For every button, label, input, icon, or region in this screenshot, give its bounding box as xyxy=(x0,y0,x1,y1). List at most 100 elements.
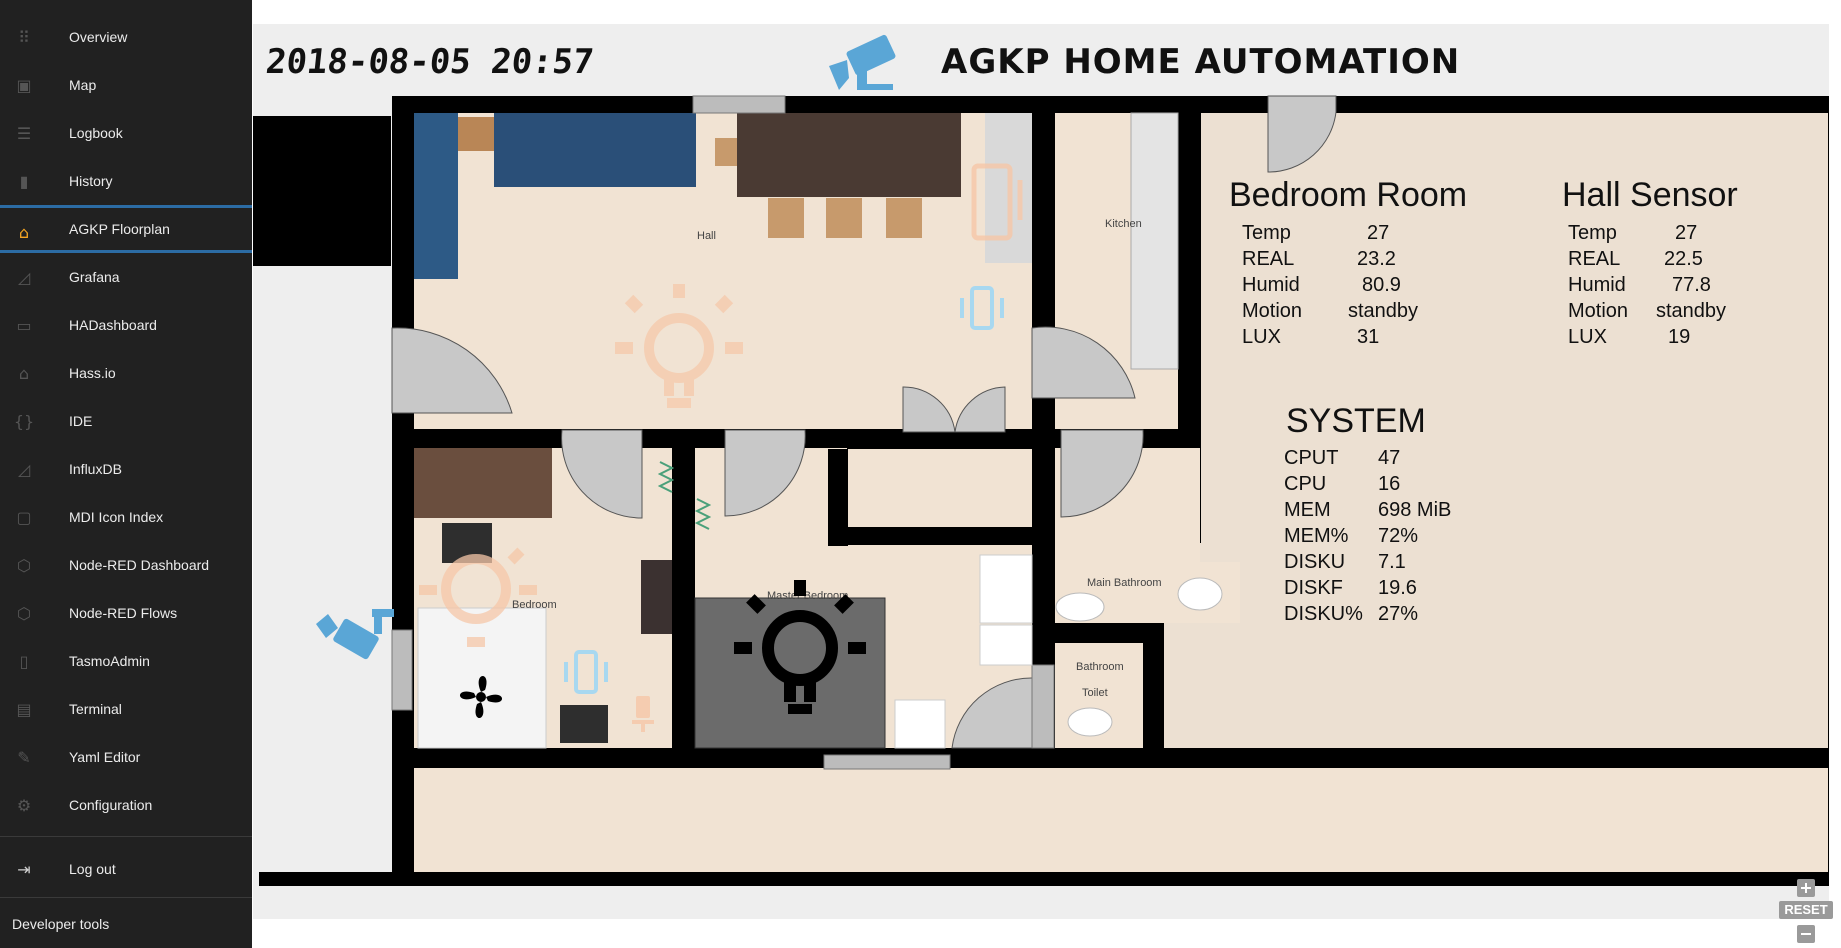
window xyxy=(692,95,786,114)
remote-icon: ▯ xyxy=(19,651,29,671)
hall-panel-row-label: Motion xyxy=(1568,300,1629,322)
sidebar-item-overview[interactable]: ⠿ Overview xyxy=(0,13,252,61)
vector-square-icon: ▢ xyxy=(16,507,32,527)
home-icon: ⌂ xyxy=(18,222,30,242)
system-panel-row-label: MEM xyxy=(1284,499,1331,521)
sidebar-item-mdi-icon-index[interactable]: ▢ MDI Icon Index xyxy=(0,493,252,541)
bedroom-panel-title: Bedroom Room xyxy=(1229,176,1468,214)
sidebar-item-label: Node-RED Flows xyxy=(69,605,178,621)
sidebar-item-grafana[interactable]: ◿ Grafana xyxy=(0,253,252,301)
bedroom-motion-sensor-icon[interactable] xyxy=(560,648,612,696)
dining-table xyxy=(737,113,961,197)
sidebar-item-terminal[interactable]: ▤ Terminal xyxy=(0,685,252,733)
dining-chair xyxy=(886,198,922,238)
door-swing xyxy=(954,386,1006,433)
home-assistant-icon: ⌂ xyxy=(18,363,30,383)
bedroom-panel-row-value: standby xyxy=(1348,300,1419,322)
system-panel-row-value: 27% xyxy=(1378,603,1419,625)
system-panel-row-label: CPUT xyxy=(1284,447,1339,469)
side-table xyxy=(458,117,494,151)
bedroom-panel-row-label: Humid xyxy=(1242,274,1300,296)
nightstand xyxy=(979,624,1033,666)
sidebar-item-hass-io[interactable]: ⌂ Hass.io xyxy=(0,349,252,397)
system-panel-row-value: 7.1 xyxy=(1378,551,1406,573)
hall-panel-row-label: LUX xyxy=(1568,326,1607,348)
developer-tools-link[interactable]: Developer tools xyxy=(12,916,110,932)
reset-zoom-button[interactable]: RESET xyxy=(1779,901,1833,919)
fan-icon[interactable] xyxy=(452,668,510,726)
window xyxy=(391,629,413,711)
sidebar-item-map[interactable]: ▣ Map xyxy=(0,61,252,109)
sidebar-item-yaml-editor[interactable]: ✎ Yaml Editor xyxy=(0,733,252,781)
chart-areaspline-icon: ◿ xyxy=(17,459,31,479)
sidebar-item-history[interactable]: ▮ History xyxy=(0,157,252,205)
dining-chair xyxy=(826,198,862,238)
floorplan-drawing xyxy=(253,24,1829,919)
camera-icon[interactable] xyxy=(314,604,398,674)
sidebar-item-label: Overview xyxy=(69,29,128,45)
sidebar-item-configuration[interactable]: ⚙ Configuration xyxy=(0,781,252,829)
sidebar-item-label: HADashboard xyxy=(69,317,157,333)
room-label-master-bedroom: Master Bedroom xyxy=(767,590,849,602)
sidebar-item-label: History xyxy=(69,173,113,189)
logout-icon: ⇥ xyxy=(17,859,31,879)
bathtub xyxy=(1177,577,1223,611)
sidebar-item-node-red-dashboard[interactable]: ⬡ Node-RED Dashboard xyxy=(0,541,252,589)
door-swing xyxy=(391,327,513,414)
corridor-floor xyxy=(414,768,1828,872)
bedroom-light-icon[interactable] xyxy=(413,545,553,655)
hall-light-icon[interactable] xyxy=(609,278,749,418)
sidebar-item-node-red-flows[interactable]: ⬡ Node-RED Flows xyxy=(0,589,252,637)
room-label-bedroom: Bedroom xyxy=(512,599,557,611)
sidebar-divider xyxy=(0,836,252,837)
sidebar: ⠿ Overview ▣ Map ☰ Logbook ▮ History ⌂ AGKP Floor… xyxy=(0,0,252,948)
sidebar-item-ide[interactable]: {} IDE xyxy=(0,397,252,445)
zoom-in-button[interactable] xyxy=(1797,879,1815,897)
sidebar-item-label: Terminal xyxy=(69,701,122,717)
sidebar-item-label: TasmoAdmin xyxy=(69,653,150,669)
sidebar-item-tasmoadmin[interactable]: ▯ TasmoAdmin xyxy=(0,637,252,685)
nodejs-icon: ⬡ xyxy=(17,603,31,623)
sofa-left xyxy=(414,113,458,279)
lounge-floor-lower xyxy=(1164,543,1828,748)
sidebar-item-label: InfluxDB xyxy=(69,461,122,477)
sidebar-divider xyxy=(0,897,252,898)
toilet xyxy=(1067,707,1113,737)
master-bedroom-light-icon[interactable] xyxy=(730,578,870,718)
hall-motion-sensor-icon[interactable] xyxy=(956,284,1008,332)
temperature-sensor-icon[interactable] xyxy=(695,495,711,531)
apps-icon: ⠿ xyxy=(18,27,30,47)
sidebar-item-label: Node-RED Dashboard xyxy=(69,557,210,573)
hall-panel-row-label: REAL xyxy=(1568,248,1621,270)
temperature-sensor-icon[interactable] xyxy=(658,458,674,494)
power-socket-icon[interactable] xyxy=(628,694,658,734)
hall-phone-icon[interactable] xyxy=(968,160,1032,246)
datetime-display: 2018-08-05 20:57 xyxy=(263,42,596,82)
bedroom-panel-row-label: Temp xyxy=(1242,222,1291,244)
door-swing xyxy=(561,429,643,519)
sidebar-item-agkp-floorplan[interactable]: ⌂ AGKP Floorplan xyxy=(0,205,252,253)
format-list-icon: ☰ xyxy=(16,123,32,143)
door-swing xyxy=(951,677,1033,749)
zoom-out-button[interactable] xyxy=(1797,925,1815,943)
sidebar-item-influxdb[interactable]: ◿ InfluxDB xyxy=(0,445,252,493)
room-label-toilet: Toilet xyxy=(1082,687,1108,699)
bedroom-panel-row-label: Motion xyxy=(1242,300,1303,322)
system-panel-row-value: 47 xyxy=(1378,447,1401,469)
logout-button[interactable]: ⇥ Log out xyxy=(0,845,252,893)
camera-icon[interactable] xyxy=(827,32,911,96)
door-swing xyxy=(1031,326,1136,399)
door-swing xyxy=(1267,95,1337,173)
sidebar-item-logbook[interactable]: ☰ Logbook xyxy=(0,109,252,157)
floorplan-canvas[interactable]: Hall Kitchen Bedroom Master Bedroom Main… xyxy=(253,24,1829,919)
chart-areaspline-icon: ◿ xyxy=(17,267,31,287)
system-panel-row-value: 16 xyxy=(1378,473,1401,495)
sidebar-item-hadashboard[interactable]: ▭ HADashboard xyxy=(0,301,252,349)
nightstand xyxy=(894,699,946,749)
sidebar-item-label: IDE xyxy=(69,413,93,429)
room-label-bathroom: Bathroom xyxy=(1076,661,1124,673)
console-icon: ▤ xyxy=(16,699,32,719)
bedroom-panel-row-value: 23.2 xyxy=(1357,248,1396,270)
logout-label: Log out xyxy=(69,861,116,877)
bedroom-panel-row-value: 27 xyxy=(1367,222,1390,244)
